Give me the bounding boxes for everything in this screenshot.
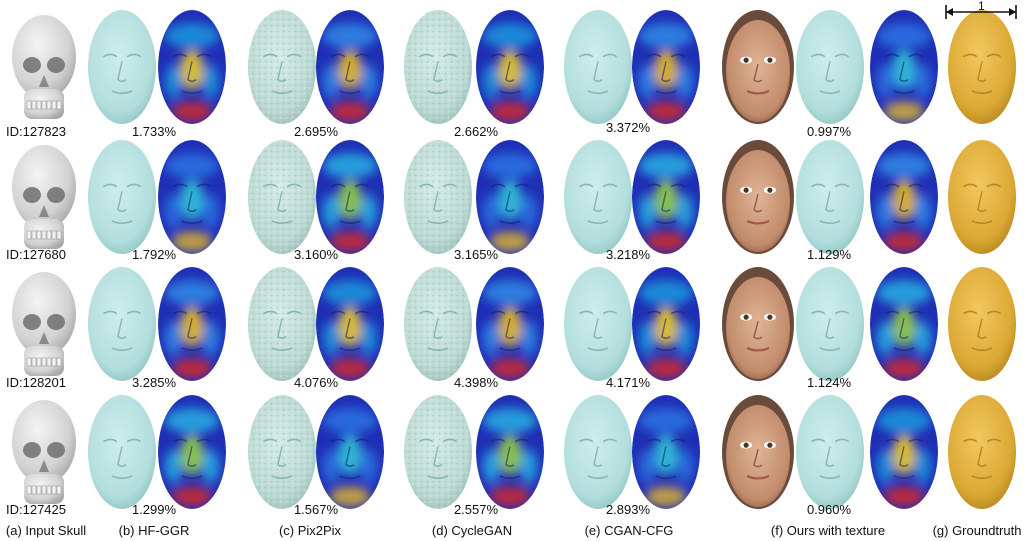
face-r3-c2 [158, 395, 226, 509]
face-r3-c10 [796, 395, 864, 509]
caption-pix2pix: (c) Pix2Pix [278, 523, 342, 538]
face-r0-c7 [564, 10, 632, 124]
face-r0-c8 [632, 10, 700, 124]
face-r1-c10 [796, 140, 864, 254]
face-r1-c3 [248, 140, 316, 254]
error-value-label: 2.893% [605, 502, 651, 517]
error-value-label: 2.557% [453, 502, 499, 517]
face-r3-c4 [316, 395, 384, 509]
face-r2-c4 [316, 267, 384, 381]
face-r3-c6 [476, 395, 544, 509]
face-r0-c6 [476, 10, 544, 124]
face-r2-c9 [722, 267, 794, 381]
error-value-label: 3.372% [605, 120, 651, 135]
error-value-label: 1.129% [806, 247, 852, 262]
face-r2-c7 [564, 267, 632, 381]
face-r0-c5 [404, 10, 472, 124]
sample-id-label: ID:127425 [6, 502, 66, 517]
caption-cyclegan: (d) CycleGAN [431, 523, 513, 538]
face-r3-c11 [870, 395, 938, 509]
face-r3-c7 [564, 395, 632, 509]
face-r0-c3 [248, 10, 316, 124]
error-value-label: 2.662% [453, 124, 499, 139]
face-r1-c5 [404, 140, 472, 254]
error-value-label: 3.218% [605, 247, 651, 262]
face-r3-c9 [722, 395, 794, 509]
error-value-label: 1.299% [131, 502, 177, 517]
caption-cgan-cfg: (e) CGAN-CFG [584, 523, 674, 538]
face-r3-c12 [948, 395, 1016, 509]
face-r2-c5 [404, 267, 472, 381]
error-value-label: 0.997% [806, 124, 852, 139]
face-r2-c8 [632, 267, 700, 381]
face-r0-c4 [316, 10, 384, 124]
face-r0-c11 [870, 10, 938, 124]
caption-hf-ggr: (b) HF-GGR [118, 523, 190, 538]
error-value-label: 1.792% [131, 247, 177, 262]
face-r0-c12 [948, 10, 1016, 124]
caption-groundtruth: (g) Groundtruth [932, 523, 1022, 538]
face-r2-c11 [870, 267, 938, 381]
sample-id-label: ID:127823 [6, 124, 66, 139]
error-value-label: 4.076% [293, 375, 339, 390]
face-r1-c12 [948, 140, 1016, 254]
sample-id-label: ID:128201 [6, 375, 66, 390]
error-value-label: 1.567% [293, 502, 339, 517]
error-value-label: 1.124% [806, 375, 852, 390]
caption-input-skull: (a) Input Skull [5, 523, 87, 538]
error-value-label: 1.733% [131, 124, 177, 139]
face-r1-c7 [564, 140, 632, 254]
face-r1-c6 [476, 140, 544, 254]
face-r3-c1 [88, 395, 156, 509]
face-r1-c1 [88, 140, 156, 254]
face-r2-c10 [796, 267, 864, 381]
error-value-label: 4.171% [605, 375, 651, 390]
face-r1-c0 [12, 145, 76, 249]
scale-bar-label: 1 [978, 0, 985, 13]
face-r2-c1 [88, 267, 156, 381]
face-r3-c5 [404, 395, 472, 509]
face-r2-c0 [12, 272, 76, 376]
face-r2-c2 [158, 267, 226, 381]
face-r0-c10 [796, 10, 864, 124]
error-value-label: 2.695% [293, 124, 339, 139]
face-r1-c2 [158, 140, 226, 254]
sample-id-label: ID:127680 [6, 247, 66, 262]
face-r3-c3 [248, 395, 316, 509]
face-r2-c6 [476, 267, 544, 381]
face-r0-c2 [158, 10, 226, 124]
error-value-label: 0.960% [806, 502, 852, 517]
error-value-label: 3.160% [293, 247, 339, 262]
face-r0-c9 [722, 10, 794, 124]
face-r3-c8 [632, 395, 700, 509]
face-r1-c9 [722, 140, 794, 254]
error-value-label: 3.165% [453, 247, 499, 262]
caption-ours-with-texture: (f) Ours with texture [770, 523, 886, 538]
face-r1-c4 [316, 140, 384, 254]
error-value-label: 4.398% [453, 375, 499, 390]
face-r3-c0 [12, 400, 76, 504]
face-r0-c0 [12, 15, 76, 119]
face-r1-c8 [632, 140, 700, 254]
face-r1-c11 [870, 140, 938, 254]
face-r2-c3 [248, 267, 316, 381]
error-value-label: 3.285% [131, 375, 177, 390]
scale-bar [945, 5, 1017, 19]
face-r0-c1 [88, 10, 156, 124]
face-r2-c12 [948, 267, 1016, 381]
